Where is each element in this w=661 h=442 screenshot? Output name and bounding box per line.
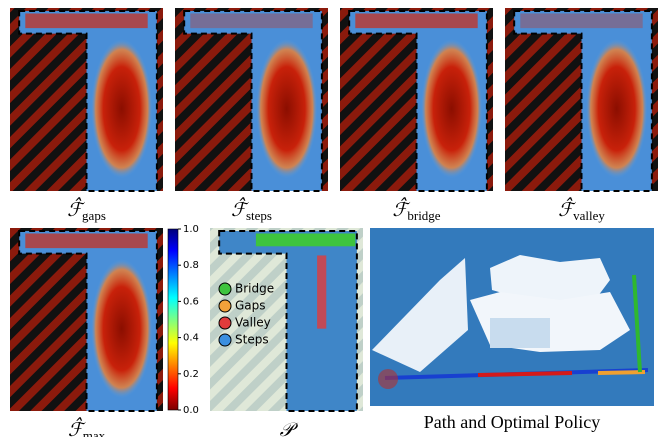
caption-symbol: ℱ̂ bbox=[67, 197, 85, 221]
legend-label: Valley bbox=[235, 316, 271, 330]
border bbox=[18, 230, 158, 412]
legend-marker bbox=[218, 316, 232, 330]
caption-symbol: ℱ̂ bbox=[68, 417, 86, 437]
colorbar bbox=[167, 228, 179, 411]
top-strip bbox=[25, 13, 148, 29]
caption-subscript: bridge bbox=[407, 208, 440, 223]
panel-caption: ℱ̂steps bbox=[231, 197, 272, 223]
heatmap-panel: ℱ̂valley bbox=[505, 8, 658, 223]
panel-caption: ℱ̂valley bbox=[558, 197, 605, 223]
panel-caption: ℱ̂max bbox=[68, 417, 106, 437]
legend-label: Bridge bbox=[235, 282, 274, 296]
panel-caption: 𝒫 bbox=[280, 420, 299, 437]
caption-symbol: ℱ̂ bbox=[231, 197, 249, 221]
border bbox=[218, 230, 358, 412]
heatmap-panel: ℱ̂gaps bbox=[10, 8, 163, 223]
border bbox=[183, 10, 323, 192]
caption-subscript: gaps bbox=[82, 208, 106, 223]
border bbox=[513, 10, 653, 192]
border bbox=[348, 10, 488, 192]
caption-symbol: 𝒫 bbox=[280, 420, 299, 437]
legend-marker bbox=[218, 282, 232, 296]
heatmap-panel: ℱ̂bridge bbox=[340, 8, 493, 223]
high-region bbox=[256, 39, 318, 179]
caption-subscript: steps bbox=[246, 208, 272, 223]
right-caption: Path and Optimal Policy bbox=[424, 412, 600, 432]
legend-marker bbox=[218, 299, 232, 313]
top-strip bbox=[520, 13, 643, 29]
panel-caption: ℱ̂gaps bbox=[67, 197, 106, 223]
legend-label: Steps bbox=[235, 333, 269, 347]
bridge-strip bbox=[255, 233, 356, 247]
high-region bbox=[586, 39, 648, 179]
colorbar-tick-label: 0.2 bbox=[183, 369, 199, 380]
caption-subscript: valley bbox=[573, 208, 605, 223]
colorbar-tick-label: 1.0 bbox=[183, 224, 199, 235]
caption-subscript: max bbox=[83, 428, 106, 437]
heatmap-panel: ℱ̂steps bbox=[175, 8, 328, 223]
top-strip bbox=[355, 13, 478, 29]
colorbar-tick-label: 0.6 bbox=[183, 296, 199, 307]
valley-strip bbox=[317, 255, 327, 329]
panel-caption: ℱ̂bridge bbox=[392, 197, 440, 223]
heatmap-panel: ℱ̂max bbox=[10, 228, 163, 442]
top-strip bbox=[190, 13, 313, 29]
colorbar-tick-label: 0.0 bbox=[183, 405, 199, 416]
border bbox=[18, 10, 158, 192]
colorbar-tick-label: 0.4 bbox=[183, 333, 199, 344]
high-region bbox=[421, 39, 483, 179]
high-region bbox=[91, 259, 153, 399]
heatmap-panel: 𝒫 bbox=[210, 228, 363, 441]
legend-label: Gaps bbox=[235, 299, 266, 313]
caption-symbol: ℱ̂ bbox=[558, 197, 576, 221]
top-strip bbox=[25, 233, 148, 249]
caption-symbol: ℱ̂ bbox=[392, 197, 410, 221]
3d-view bbox=[370, 228, 654, 406]
colorbar-tick-label: 0.8 bbox=[183, 260, 199, 271]
legend-marker bbox=[218, 333, 232, 347]
high-region bbox=[91, 39, 153, 179]
